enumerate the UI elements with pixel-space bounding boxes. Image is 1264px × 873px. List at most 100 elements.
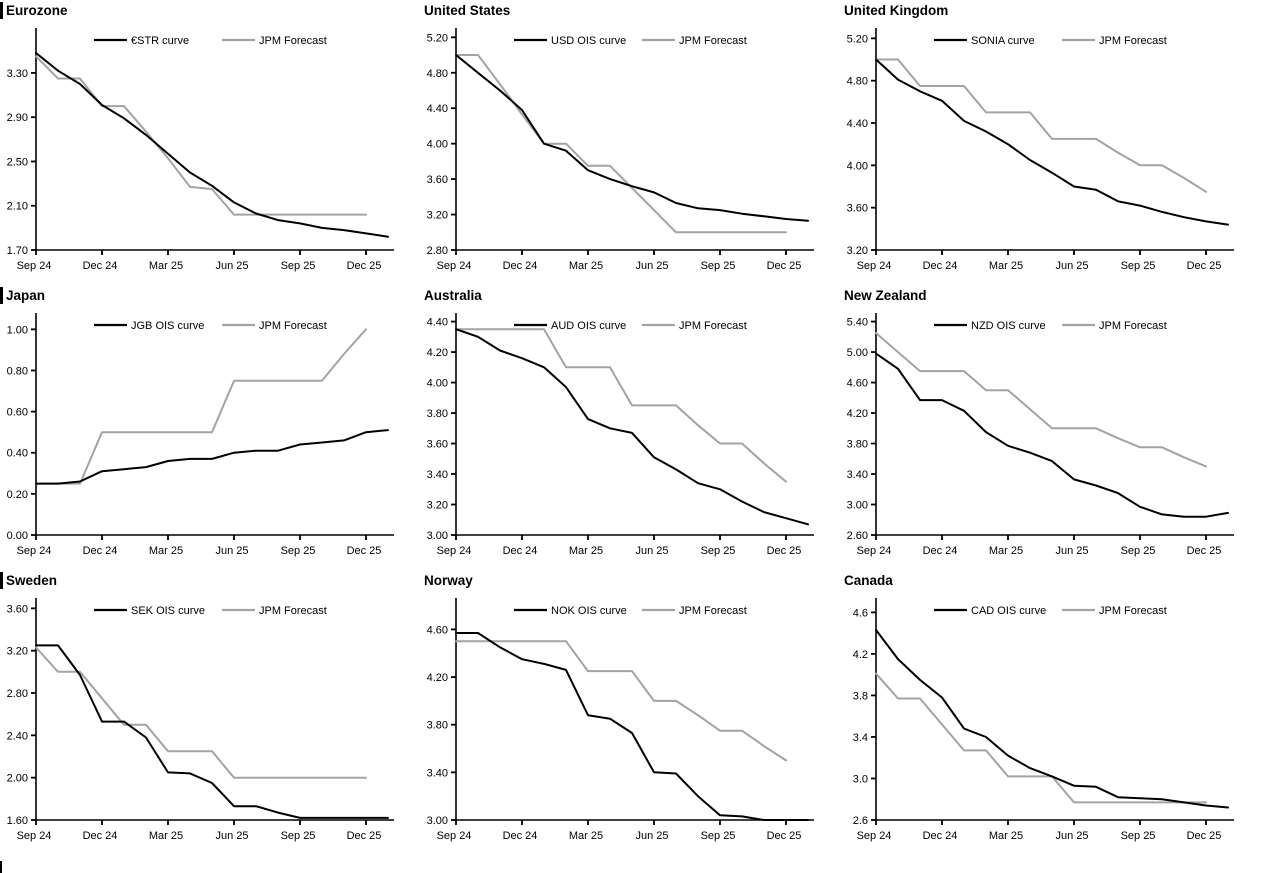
legend-jpm-forecast-label: JPM Forecast [259,320,327,332]
chart-united-kingdom: 3.20 3.60 4.00 4.40 4.80 5.20 Sep 24 Dec 24 Mar … [847,28,1234,272]
legend-jpm-forecast-label: JPM Forecast [679,320,747,332]
x-axis-tick-label: Dec 25 [347,260,382,272]
chart-title: New Zealand [844,288,927,303]
cad-ois-curve-line [875,629,1229,809]
y-axis-tick-label: 0.00 [7,530,28,542]
y-axis-tick-label: 3.40 [847,469,868,481]
chart-title: United Kingdom [844,3,949,18]
jpm-forecast-line [875,58,1207,193]
chart-panel-japan: Japan 0.00 0.20 0.40 0.60 0.80 1.00 Sep 24 Dec 2… [0,285,420,570]
str-curve-line [35,52,389,238]
x-axis-tick-label: Sep 25 [281,830,316,842]
legend-jgb-ois-curve-label: JGB OIS curve [131,320,204,332]
x-axis-tick-label: Jun 25 [1055,260,1088,272]
legend-jpm-forecast-label: JPM Forecast [1099,320,1167,332]
y-axis-tick-label: 5.20 [427,32,448,44]
x-axis-tick-label: Dec 25 [347,545,382,557]
chart-title-row: Japan [0,286,420,305]
chart-title: Japan [6,288,46,303]
y-axis-tick-label: 4.80 [427,68,448,80]
x-axis-tick-label: Dec 24 [503,260,538,272]
y-axis-tick-label: 2.90 [7,112,28,124]
legend-jpm-forecast-label: JPM Forecast [679,605,747,617]
y-axis-tick-label: 4.00 [847,160,868,172]
legend-cad-ois-curve-label: CAD OIS curve [971,605,1046,617]
section-marker-bar [0,572,3,589]
sek-ois-curve-line [35,644,389,819]
x-axis-tick-label: Sep 24 [17,545,52,557]
x-axis-tick-label: Mar 25 [569,830,603,842]
x-axis-tick-label: Sep 25 [1121,260,1156,272]
y-axis-tick-label: 3.40 [427,469,448,481]
y-axis-tick-label: 0.80 [7,365,28,377]
y-axis-tick-label: 3.80 [427,720,448,732]
x-axis-tick-label: Mar 25 [989,830,1023,842]
x-axis-tick-label: Sep 25 [701,830,736,842]
x-axis-tick-label: Jun 25 [635,545,668,557]
x-axis-tick-label: Dec 24 [923,830,958,842]
x-axis-tick-label: Dec 25 [1187,830,1222,842]
y-axis-tick-label: 3.4 [853,732,868,744]
x-axis-tick-label: Dec 24 [83,830,118,842]
y-axis-tick-label: 3.80 [847,439,868,451]
chart-title-row: United Kingdom [840,1,1264,20]
y-axis-tick-label: 4.2 [853,649,868,661]
chart-panel-sweden: Sweden 1.60 2.00 2.40 2.80 3.20 3.60 Sep 24 Dec … [0,570,420,873]
chart-panel-eurozone: Eurozone 1.70 2.10 2.50 2.90 3.30 Sep 24 Dec 24… [0,0,420,285]
chart-canada: 2.6 3.0 3.4 3.8 4.2 4.6 Sep 24 Dec 24 Mar 25 Jun … [853,598,1234,842]
y-axis-tick-label: 3.20 [427,210,448,222]
x-axis-tick-label: Mar 25 [149,260,183,272]
y-axis-tick-label: 2.00 [7,773,28,785]
jgb-ois-curve-line [35,429,389,485]
x-axis-tick-label: Sep 24 [857,830,892,842]
chart-panel-canada: Canada 2.6 3.0 3.4 3.8 4.2 4.6 Sep 24 Dec 24 Mar … [840,570,1264,873]
x-axis-tick-label: Dec 25 [767,545,802,557]
chart-panel-norway: Norway 3.00 3.40 3.80 4.20 4.60 Sep 24 Dec 24 Ma… [420,570,840,873]
x-axis-tick-label: Dec 25 [1187,260,1222,272]
x-axis-tick-label: Sep 24 [857,545,892,557]
legend-usd-ois-curve-label: USD OIS curve [551,35,626,47]
usd-ois-curve-line [455,54,809,222]
x-axis-tick-label: Sep 24 [437,830,472,842]
y-axis-tick-label: 1.00 [7,324,28,336]
y-axis-tick-label: 3.8 [853,690,868,702]
x-axis-tick-label: Mar 25 [989,260,1023,272]
chart-new-zealand: 2.60 3.00 3.40 3.80 4.20 4.60 5.00 5.40 Sep 24 De… [847,313,1234,557]
y-axis-tick-label: 4.00 [427,378,448,390]
y-axis-tick-label: 2.40 [7,730,28,742]
y-axis-tick-label: 2.6 [853,815,868,827]
jpm-forecast-line [455,54,787,234]
x-axis-tick-label: Jun 25 [635,830,668,842]
x-axis-tick-label: Jun 25 [215,260,248,272]
y-axis-tick-label: 3.40 [427,767,448,779]
jpm-forecast-line [35,328,367,485]
x-axis-tick-label: Sep 25 [701,545,736,557]
y-axis-tick-label: 3.00 [847,500,868,512]
legend-jpm-forecast-label: JPM Forecast [1099,35,1167,47]
chart-norway: 3.00 3.40 3.80 4.20 4.60 Sep 24 Dec 24 Mar 25 Ju… [427,598,814,842]
chart-australia: 3.00 3.20 3.40 3.60 3.80 4.00 4.20 4.40 Sep 24 De… [427,313,814,557]
y-axis-tick-label: 3.00 [427,815,448,827]
y-axis-tick-label: 0.60 [7,407,28,419]
chart-title: Australia [424,288,482,303]
chart-panel-new-zealand: New Zealand 2.60 3.00 3.40 3.80 4.20 4.60 5.00 5… [840,285,1264,570]
y-axis-tick-label: 4.40 [847,118,868,130]
y-axis-tick-label: 5.40 [847,317,868,329]
y-axis-tick-label: 3.80 [427,408,448,420]
jpm-forecast-line [875,332,1207,468]
chart-title: Canada [844,573,893,588]
x-axis-tick-label: Sep 24 [437,545,472,557]
chart-title-row: Norway [420,571,840,590]
y-axis-tick-label: 3.30 [7,68,28,80]
y-axis-tick-label: 4.80 [847,76,868,88]
x-axis-tick-label: Sep 24 [17,260,52,272]
y-axis-tick-label: 2.10 [7,201,28,213]
x-axis-tick-label: Sep 24 [437,260,472,272]
x-axis-tick-label: Sep 25 [701,260,736,272]
legend-jpm-forecast-label: JPM Forecast [259,35,327,47]
x-axis-tick-label: Sep 25 [1121,545,1156,557]
aud-ois-curve-line [455,328,809,526]
section-marker-bar [0,287,3,304]
y-axis-tick-label: 4.20 [847,408,868,420]
